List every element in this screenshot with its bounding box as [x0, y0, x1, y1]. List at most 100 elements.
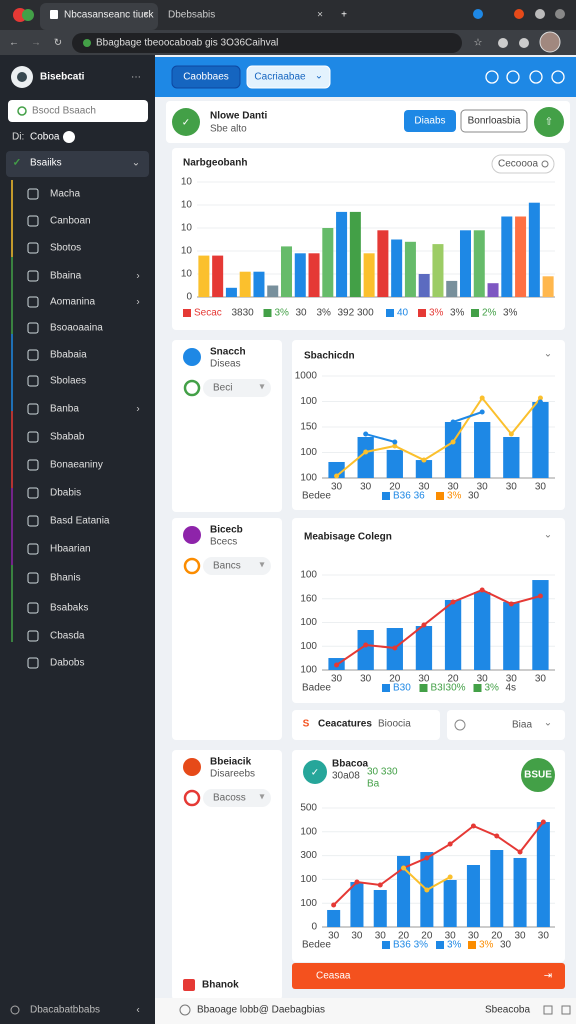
card-select[interactable]	[203, 789, 271, 807]
bar	[327, 909, 341, 927]
y-tick-label: 1000	[295, 371, 318, 382]
collapse: ‹	[136, 1005, 139, 1016]
line-point	[479, 409, 485, 415]
search-icon	[17, 106, 27, 116]
bar	[459, 230, 472, 297]
bar	[363, 253, 375, 297]
x-tick-label: 30	[477, 482, 489, 493]
bar	[432, 244, 444, 297]
action-text: Ceasaa	[316, 971, 351, 982]
line-point	[354, 879, 360, 885]
nav-item[interactable]: Bbaina	[50, 271, 82, 282]
y-tick-label: 160	[300, 593, 317, 604]
y-tick-label: 100	[300, 665, 317, 676]
legend-text: 40	[397, 308, 409, 319]
nav-icon	[27, 602, 39, 614]
primary-button-text: Caobbaes	[183, 72, 229, 83]
legend-swatch	[382, 941, 390, 949]
kpi-title: Bbacoa	[332, 759, 369, 770]
search[interactable]	[8, 100, 148, 122]
tab-title[interactable]: Nbcasanseanc tiuck	[64, 10, 154, 21]
chevron: ⌄	[544, 349, 552, 360]
chevron: ›	[136, 297, 139, 308]
line-point	[517, 849, 523, 855]
x-tick-label: 20	[421, 931, 433, 942]
legend-text: 3830	[232, 308, 255, 319]
bar	[542, 276, 554, 297]
nav-item[interactable]: Bonaeaniny	[50, 460, 103, 471]
bar	[487, 283, 499, 297]
nav-item[interactable]: Sbotos	[50, 243, 81, 254]
line-point	[421, 622, 427, 628]
nav-item[interactable]: Bsabaks	[50, 603, 88, 614]
filter-toggle[interactable]	[63, 131, 75, 143]
nav-item[interactable]: Bbabaia	[50, 350, 87, 361]
topbar-icon[interactable]	[485, 70, 499, 84]
chart-title: Sbachicdn	[304, 351, 355, 362]
nav-item[interactable]: Bsoaoaaina	[50, 323, 103, 334]
nav-item[interactable]: Cbasda	[50, 631, 85, 642]
x-tick-label: 20	[389, 674, 401, 685]
button[interactable]	[404, 110, 456, 132]
nav-item[interactable]: Bhanis	[50, 573, 81, 584]
info-card	[172, 750, 282, 1000]
bar	[473, 230, 485, 297]
bar	[404, 241, 416, 297]
nav-item[interactable]: Dbabis	[50, 488, 81, 499]
line-point	[421, 457, 427, 463]
card-footer: Bhanok	[202, 980, 239, 991]
button[interactable]	[460, 109, 528, 133]
avatar[interactable]	[539, 31, 561, 53]
url-field[interactable]	[72, 33, 462, 53]
upload-button[interactable]	[534, 107, 564, 137]
filter-select[interactable]	[447, 710, 565, 740]
nav-item[interactable]: Dabobs	[50, 658, 84, 669]
legend-text: B36 36	[393, 491, 425, 502]
nav-item[interactable]: Sbabab	[50, 432, 85, 443]
check: ✓	[13, 158, 21, 169]
x-tick-label: 30	[360, 482, 372, 493]
tab-title[interactable]: Dbebsabis	[168, 10, 215, 21]
line-point	[334, 662, 340, 668]
badge[interactable]	[521, 758, 555, 792]
nav-icon	[27, 630, 39, 642]
topbar-icon[interactable]	[506, 70, 520, 84]
primary-button[interactable]	[171, 65, 241, 89]
browser-icon	[514, 9, 524, 19]
topbar-icon[interactable]	[529, 70, 543, 84]
line-point	[450, 439, 456, 445]
nav-icon	[27, 296, 39, 308]
line-point	[450, 419, 456, 425]
bar	[444, 422, 462, 478]
bar	[532, 402, 549, 478]
tab[interactable]	[40, 3, 158, 30]
nav-item[interactable]: Banba	[50, 404, 79, 415]
bar	[349, 211, 361, 297]
nav-item[interactable]: Hbaarian	[50, 544, 91, 555]
legend-swatch	[473, 684, 482, 692]
x-tick-label: 30	[375, 931, 387, 942]
nav-item[interactable]: Macha	[50, 189, 80, 200]
select[interactable]	[246, 65, 331, 89]
chart-select[interactable]	[491, 154, 555, 174]
legend-text: Secac	[194, 308, 222, 319]
action-button[interactable]	[292, 963, 565, 989]
nav-icon	[27, 375, 39, 387]
card-select[interactable]	[203, 557, 271, 575]
bar	[513, 857, 527, 927]
card-select[interactable]	[203, 379, 271, 397]
line-point	[537, 593, 543, 599]
nav-icon	[27, 270, 39, 282]
line-point	[479, 587, 485, 593]
bar	[444, 599, 462, 670]
nav-item[interactable]: Basd Eatania	[50, 516, 110, 527]
line-point	[540, 819, 546, 825]
nav-item[interactable]: Canboan	[50, 216, 91, 227]
nav-item[interactable]: Aomanina	[50, 297, 95, 308]
filter[interactable]	[292, 710, 440, 740]
legend-swatch	[468, 941, 476, 949]
topbar-icon[interactable]	[551, 70, 565, 84]
nav-item[interactable]: Sbolaes	[50, 376, 86, 387]
legend-text: 2%	[482, 308, 497, 319]
nav-active[interactable]	[6, 151, 149, 177]
